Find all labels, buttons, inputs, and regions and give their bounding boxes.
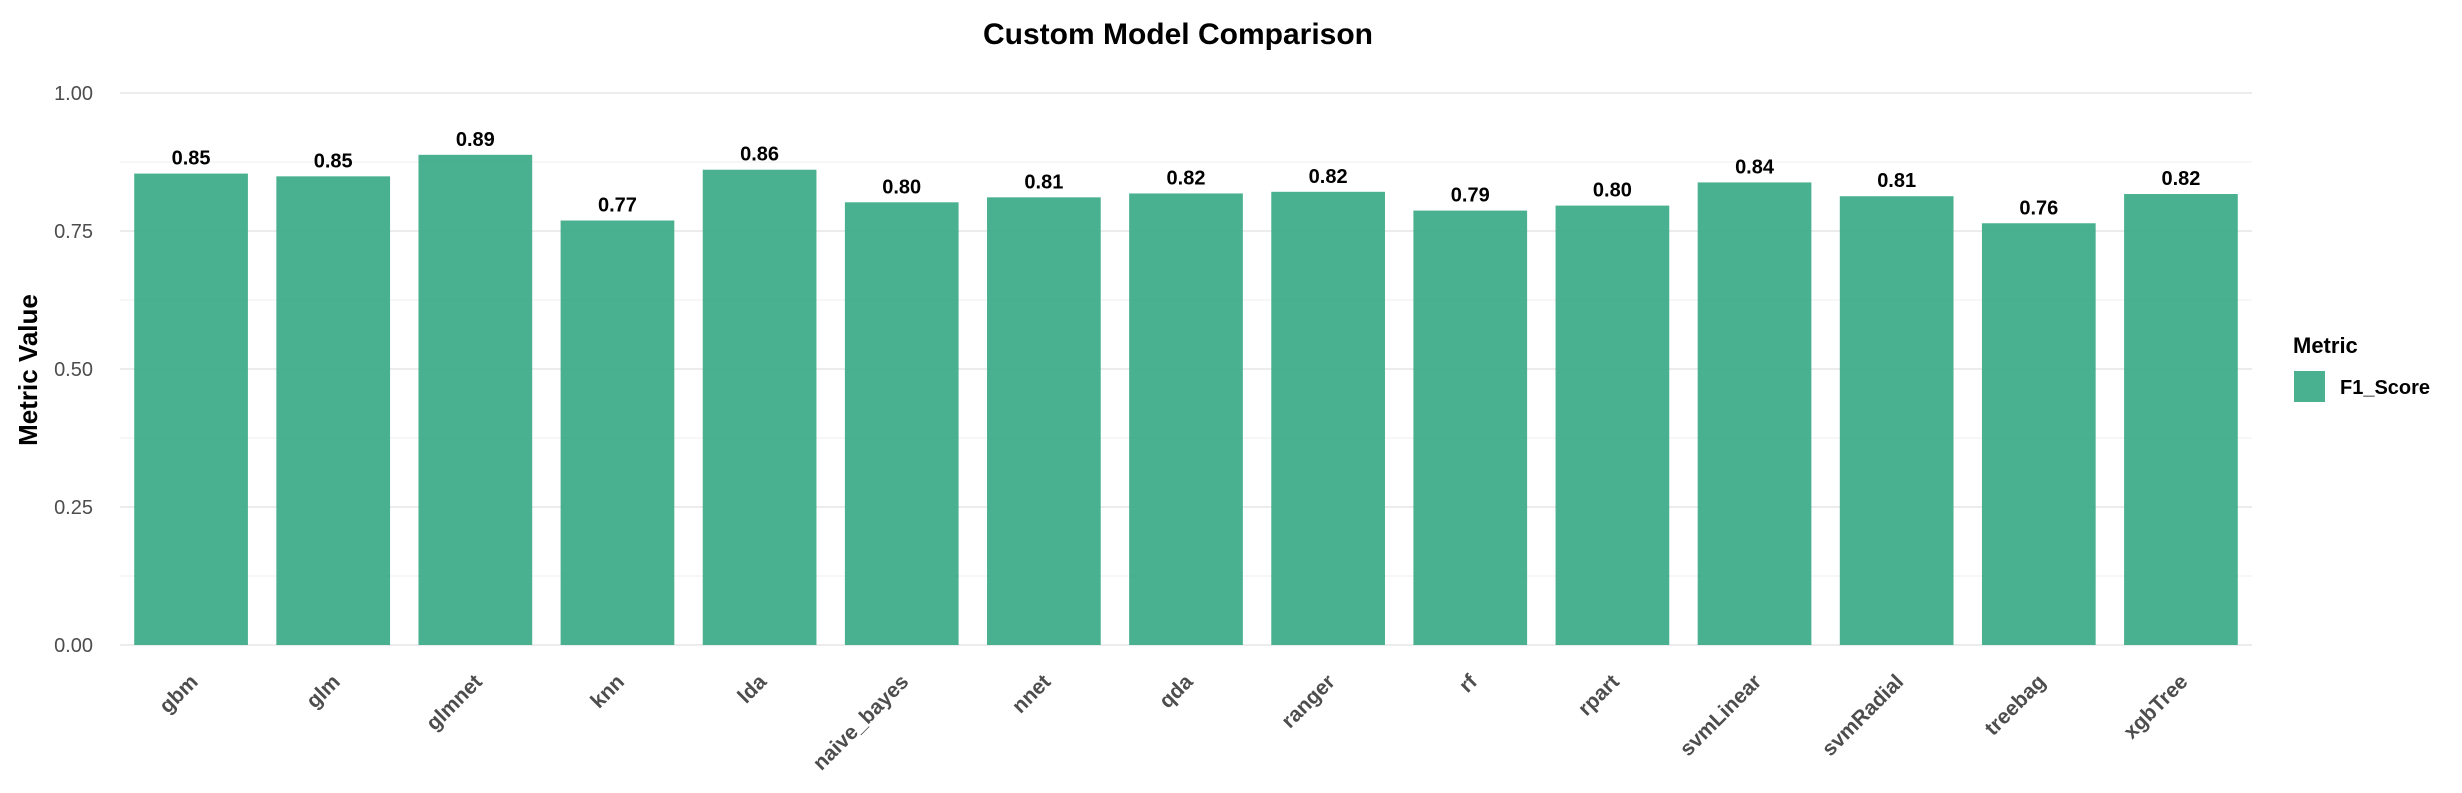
bar-naive_bayes <box>844 202 959 645</box>
bar-glmnet <box>418 154 533 645</box>
bar-treebag <box>1981 223 2096 645</box>
bar-nnet <box>987 197 1101 645</box>
bar-value-label: 0.85 <box>172 148 211 170</box>
y-tick-label: 0.00 <box>54 635 93 657</box>
bar-qda <box>1129 193 1243 646</box>
bar-value-label: 0.84 <box>1735 156 1775 178</box>
y-tick-label: 0.25 <box>54 497 93 519</box>
y-axis-ticks: 0.00 0.25 0.50 0.75 1.00 <box>54 83 93 657</box>
bar-value-label: 0.76 <box>2019 197 2058 219</box>
bar-value-label: 0.80 <box>882 176 921 198</box>
bar-value-label: 0.81 <box>1024 171 1063 193</box>
legend-label-f1-score: F1_Score <box>2340 377 2430 399</box>
bar-value-label: 0.89 <box>456 129 495 151</box>
bar-value-label: 0.77 <box>598 195 637 217</box>
y-tick-label: 1.00 <box>54 83 93 105</box>
bar-glm <box>276 176 391 646</box>
bar-svmLinear <box>1697 182 1812 645</box>
y-tick-label: 0.50 <box>54 359 93 381</box>
chart-title: Custom Model Comparison <box>983 18 1373 51</box>
bar-value-label: 0.82 <box>2161 168 2200 190</box>
bars <box>134 154 2238 646</box>
bar-gbm <box>134 173 248 646</box>
bar-value-label: 0.85 <box>314 150 353 172</box>
bar-lda <box>702 169 817 645</box>
bar-svmRadial <box>1839 196 1954 645</box>
bar-rpart <box>1555 205 1670 645</box>
value-labels: 0.85 0.85 0.89 0.77 0.86 0.80 0.81 0.82 0.82 0.79… <box>172 129 2201 219</box>
legend-key-f1-score <box>2294 371 2325 402</box>
bar-rf <box>1413 210 1528 646</box>
y-tick-label: 0.75 <box>54 221 93 243</box>
bar-value-label: 0.80 <box>1593 180 1632 202</box>
bar-knn <box>560 220 675 645</box>
bar-value-label: 0.86 <box>740 144 779 166</box>
bar-value-label: 0.81 <box>1877 170 1916 192</box>
legend: Metric F1_Score <box>2293 333 2430 402</box>
bar-value-label: 0.82 <box>1309 166 1348 188</box>
bar-value-label: 0.79 <box>1451 185 1490 207</box>
bar-ranger <box>1271 191 1385 646</box>
bar-value-label: 0.82 <box>1167 167 1206 189</box>
legend-title: Metric <box>2293 333 2358 358</box>
bar-xgbTree <box>2124 194 2238 646</box>
y-axis-title: Metric Value <box>13 294 43 446</box>
